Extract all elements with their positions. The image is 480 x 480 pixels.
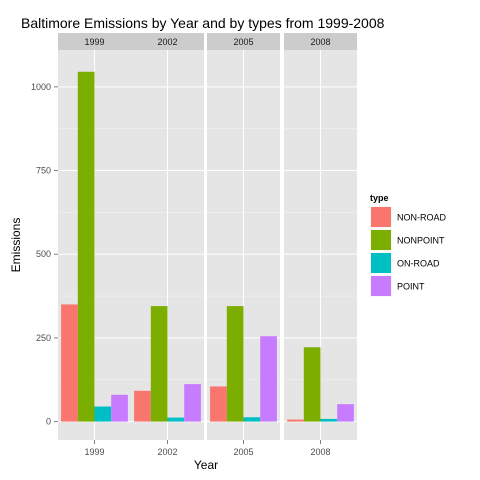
- facet-strip: [284, 33, 357, 50]
- x-tick-label: 2002: [157, 447, 177, 457]
- x-axis: 1999 2002 2005 2008: [84, 440, 331, 457]
- facet-strip-label: 1999: [84, 37, 104, 47]
- legend-key-nonpoint: [371, 230, 391, 250]
- bar-non-road-2002: [134, 390, 151, 422]
- y-axis: 0 250 500 750 1000: [31, 82, 58, 427]
- legend-label: NONPOINT: [397, 236, 445, 246]
- facet-strip: [58, 33, 131, 50]
- facet-strip: [131, 33, 204, 50]
- x-tick-label: 2005: [233, 447, 253, 457]
- legend-key-on-road: [371, 253, 391, 273]
- legend-label: NON-ROAD: [397, 213, 446, 223]
- bar-point-2002: [184, 384, 201, 422]
- facet-strip-label: 2002: [157, 37, 177, 47]
- bar-non-road-2005: [210, 386, 227, 422]
- bar-on-road-2002: [167, 417, 185, 422]
- y-tick-label: 250: [36, 333, 51, 343]
- bar-non-road-1999: [61, 304, 78, 422]
- facet-strip: [207, 33, 280, 50]
- facet-panel-2008: 2008: [284, 33, 357, 440]
- x-tick-label: 1999: [84, 447, 104, 457]
- legend-label: POINT: [397, 282, 425, 292]
- y-tick-label: 750: [36, 166, 51, 176]
- bar-point-2008: [337, 404, 354, 422]
- y-axis-title: Emissions: [9, 218, 23, 273]
- x-axis-title: Year: [194, 458, 218, 472]
- facet-panels: 1999 2002 2005 2008: [58, 33, 357, 440]
- facet-strip-label: 2008: [310, 37, 330, 47]
- bar-nonpoint-2002: [150, 306, 168, 422]
- bar-non-road-2008: [287, 419, 304, 422]
- bar-point-2005: [260, 336, 277, 422]
- facet-panel-1999: 1999: [58, 33, 131, 440]
- y-tick-label: 1000: [31, 82, 51, 92]
- bar-on-road-1999: [94, 406, 112, 422]
- facet-strip-label: 2005: [233, 37, 253, 47]
- y-tick-label: 500: [36, 249, 51, 259]
- y-tick-label: 0: [46, 417, 51, 427]
- bar-nonpoint-2005: [226, 306, 244, 422]
- facet-panel-2005: 2005: [207, 33, 280, 440]
- legend-key-point: [371, 276, 391, 296]
- chart-title: Baltimore Emissions by Year and by types…: [21, 15, 385, 31]
- bar-point-1999: [111, 394, 128, 422]
- legend: type NON-ROAD NONPOINT ON-ROAD POINT: [369, 193, 446, 298]
- bar-on-road-2005: [243, 417, 261, 422]
- legend-label: ON-ROAD: [397, 259, 440, 269]
- legend-title: type: [370, 193, 389, 203]
- bar-nonpoint-1999: [77, 71, 95, 422]
- bar-on-road-2008: [320, 418, 338, 422]
- x-tick-label: 2008: [310, 447, 330, 457]
- bar-nonpoint-2008: [303, 347, 321, 422]
- legend-key-non-road: [371, 207, 391, 227]
- facet-panel-2002: 2002: [131, 33, 204, 440]
